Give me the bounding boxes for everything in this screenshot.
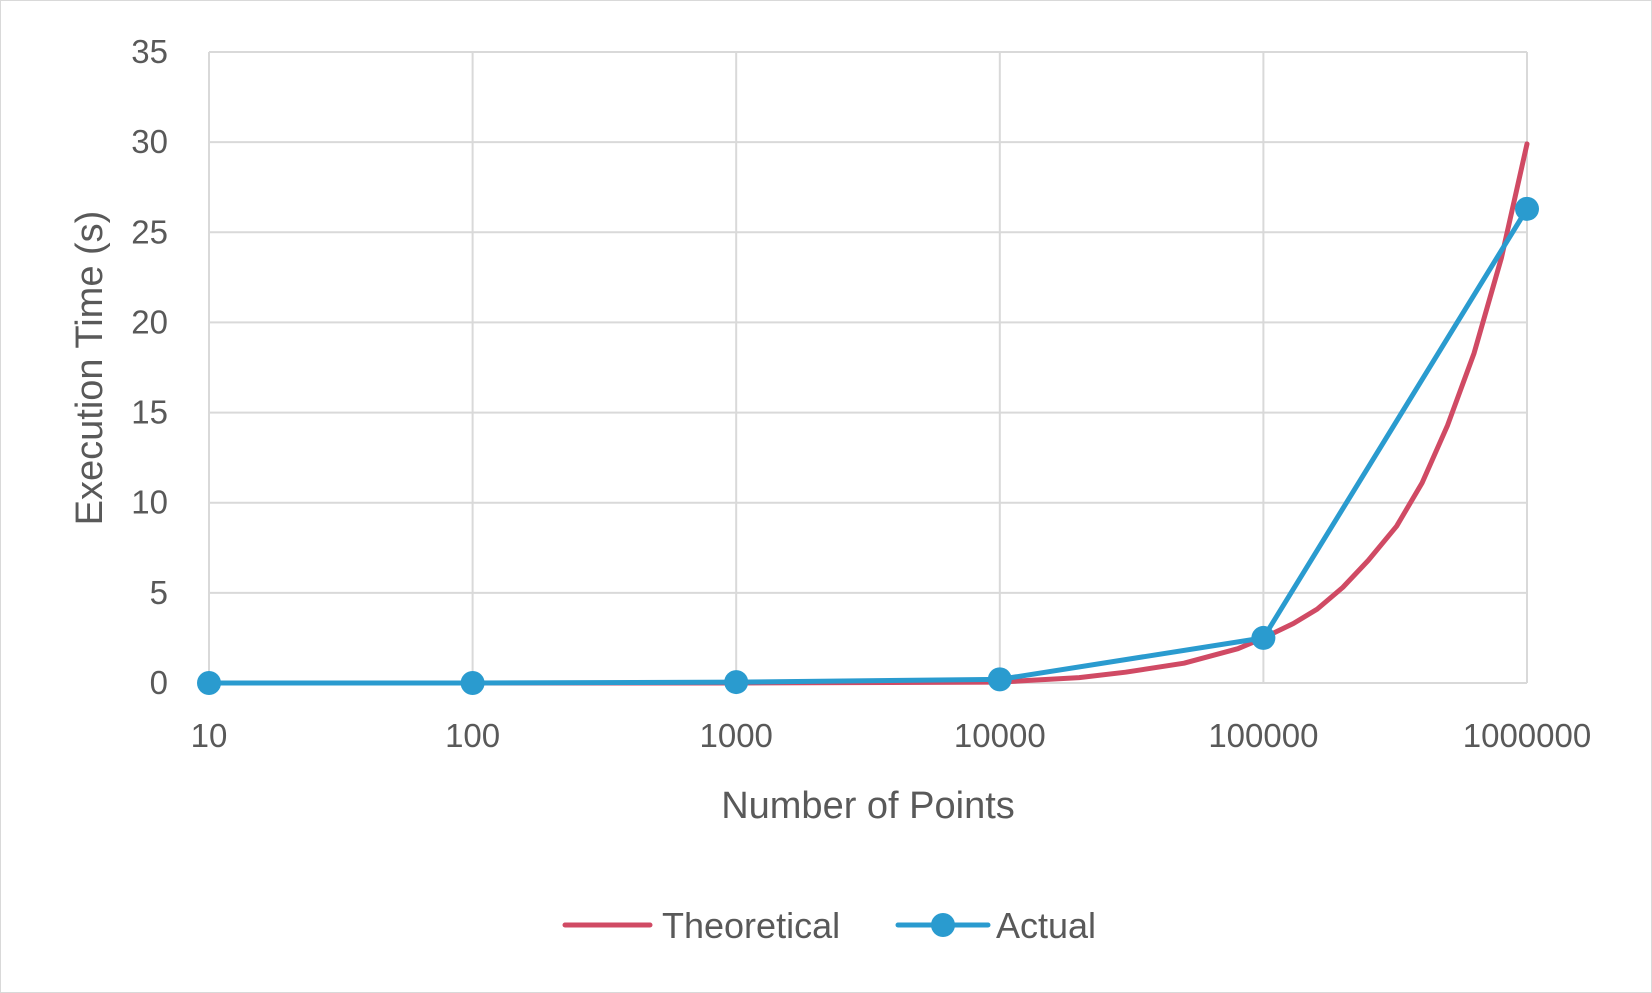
y-tick-label: 30 bbox=[131, 123, 168, 160]
legend: Theoretical Actual bbox=[562, 905, 1096, 946]
data-point-actual bbox=[1515, 196, 1539, 221]
y-tick-label: 25 bbox=[131, 213, 168, 250]
y-tick-label: 10 bbox=[131, 484, 168, 521]
data-point-actual bbox=[987, 667, 1012, 692]
grid-lines bbox=[208, 51, 1528, 684]
y-tick-label: 35 bbox=[131, 33, 168, 70]
x-tick-label: 1000 bbox=[699, 717, 772, 754]
y-axis-ticks: 0 5 10 15 20 25 30 35 bbox=[131, 33, 168, 701]
y-tick-label: 0 bbox=[150, 664, 168, 701]
data-point-actual bbox=[197, 671, 221, 695]
legend-marker-actual bbox=[931, 913, 955, 937]
data-point-actual bbox=[460, 671, 485, 695]
x-axis-ticks: 10 100 1000 10000 100000 1000000 bbox=[191, 717, 1592, 754]
x-axis-title: Number of Points bbox=[721, 785, 1015, 827]
x-tick-label: 10 bbox=[191, 717, 228, 754]
legend-label-theoretical: Theoretical bbox=[662, 905, 840, 946]
x-tick-label: 100 bbox=[445, 717, 500, 754]
data-point-actual bbox=[1251, 625, 1276, 650]
legend-label-actual: Actual bbox=[996, 905, 1096, 946]
y-axis-title: Execution Time (s) bbox=[69, 211, 111, 526]
markers-layer bbox=[197, 196, 1539, 695]
x-tick-label: 1000000 bbox=[1463, 717, 1591, 754]
y-tick-label: 15 bbox=[131, 394, 168, 431]
x-tick-label: 10000 bbox=[954, 717, 1046, 754]
series-line-actual bbox=[206, 206, 1530, 686]
y-tick-label: 5 bbox=[150, 574, 168, 611]
y-tick-label: 20 bbox=[131, 303, 168, 340]
data-point-actual bbox=[724, 670, 749, 695]
x-tick-label: 100000 bbox=[1208, 717, 1318, 754]
